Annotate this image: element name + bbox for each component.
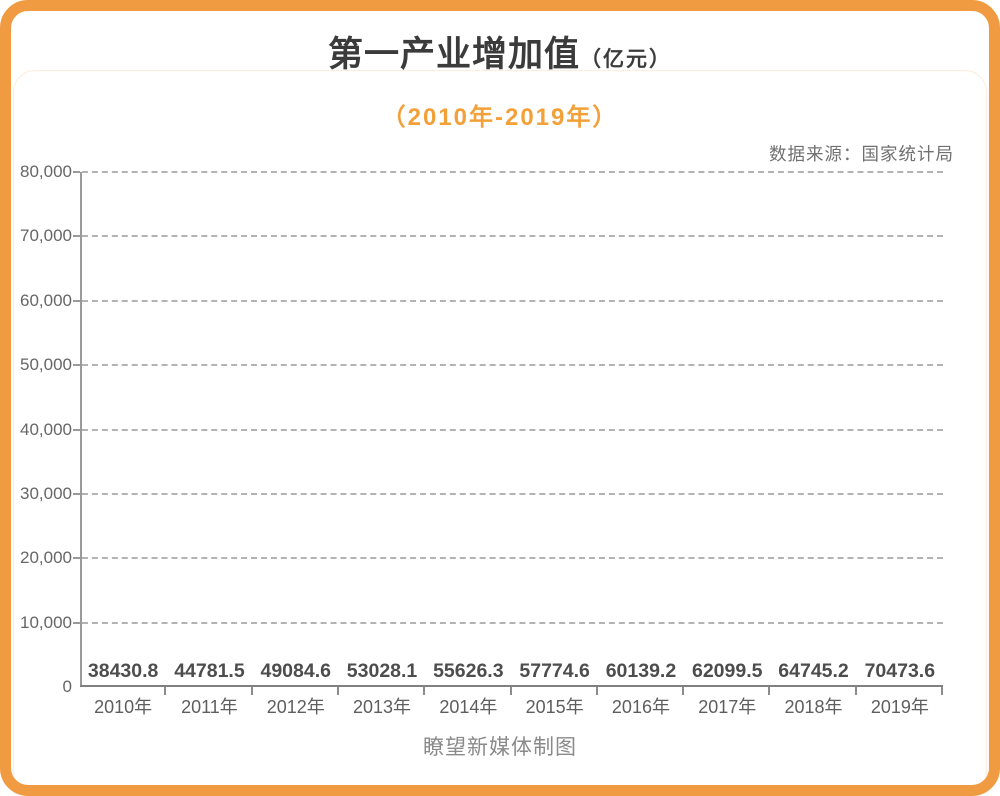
y-axis-label: 40,000 (20, 419, 72, 439)
y-axis-tick (73, 492, 80, 495)
data-label-2012年: 49084.6 (260, 660, 331, 682)
gridline-20000 (82, 557, 943, 560)
gridline-40000 (82, 428, 943, 431)
y-axis-label: 20,000 (20, 548, 72, 568)
gridline-30000 (82, 492, 943, 495)
y-axis-tick (73, 171, 80, 173)
x-axis-label-2019年: 2019年 (870, 697, 929, 717)
x-axis-label-2014年: 2014年 (439, 697, 498, 717)
gridline-70000 (82, 235, 943, 238)
data-label-2013年: 53028.1 (346, 660, 418, 682)
page-title: 第一产业增加值（亿元） (0, 36, 1000, 79)
data-label-2018年: 64745.2 (778, 660, 849, 682)
x-axis-tick (423, 687, 425, 695)
x-axis-label-2013年: 2013年 (353, 697, 412, 717)
x-axis-tick (768, 687, 770, 695)
x-axis-label-2011年: 2011年 (181, 697, 238, 717)
x-axis-tick (164, 687, 166, 695)
x-axis-label-2016年: 2016年 (611, 697, 670, 717)
x-axis-tick (251, 687, 253, 695)
data-source-label: 数据来源：国家统计局 (769, 144, 954, 164)
x-axis-label-2017年: 2017年 (698, 697, 757, 717)
y-axis-tick (73, 235, 80, 238)
data-label-2019年: 70473.6 (864, 660, 936, 682)
data-label-2015年: 57774.6 (519, 660, 590, 682)
x-axis-tick (596, 687, 598, 695)
y-axis-label: 50,000 (20, 355, 72, 375)
y-axis-tick (73, 621, 80, 624)
x-axis-tick (510, 687, 512, 695)
data-label-2014年: 55626.3 (433, 660, 504, 682)
y-axis-label: 70,000 (20, 226, 72, 246)
y-axis-label: 30,000 (20, 483, 72, 503)
chart-subtitle: （2010年-2019年） (381, 104, 619, 131)
gridline-10000 (82, 621, 943, 624)
x-axis-label-2012年: 2012年 (266, 697, 325, 717)
x-axis-tick (941, 687, 943, 695)
y-axis-label: 60,000 (20, 290, 72, 310)
chart-title-unit: （亿元） (580, 48, 672, 71)
data-label-2011年: 44781.5 (174, 660, 245, 682)
chart-plot-area: 38430.8 44781.5 49084.6 53028.1 55626.3 57774… (73, 171, 943, 695)
chart-title: 第一产业增加值 (327, 35, 580, 74)
gridline-60000 (82, 299, 943, 302)
gridline-50000 (82, 364, 943, 367)
y-axis-label: 10,000 (20, 612, 72, 632)
y-axis-tick (73, 364, 80, 367)
y-axis-line (80, 172, 82, 687)
y-axis-label: 0 (62, 677, 72, 696)
data-label-2016年: 60139.2 (605, 660, 677, 682)
x-axis-label-2015年: 2015年 (525, 697, 584, 717)
x-axis-label-2018年: 2018年 (784, 697, 843, 717)
y-axis-label: 80,000 (20, 162, 72, 181)
data-label-2010年: 38430.8 (87, 660, 159, 682)
x-axis-tick (337, 687, 339, 695)
x-axis-label-2010年: 2010年 (94, 697, 153, 717)
gridline-80000 (82, 171, 943, 173)
y-axis-tick (73, 299, 80, 302)
x-axis-line (80, 685, 943, 687)
x-axis-tick (682, 687, 684, 695)
data-label-2017年: 62099.5 (691, 660, 763, 682)
y-axis-tick (73, 428, 80, 431)
footer-credit: 瞭望新媒体制图 (423, 736, 577, 759)
x-axis-tick (855, 687, 857, 695)
y-axis-tick (73, 557, 80, 560)
